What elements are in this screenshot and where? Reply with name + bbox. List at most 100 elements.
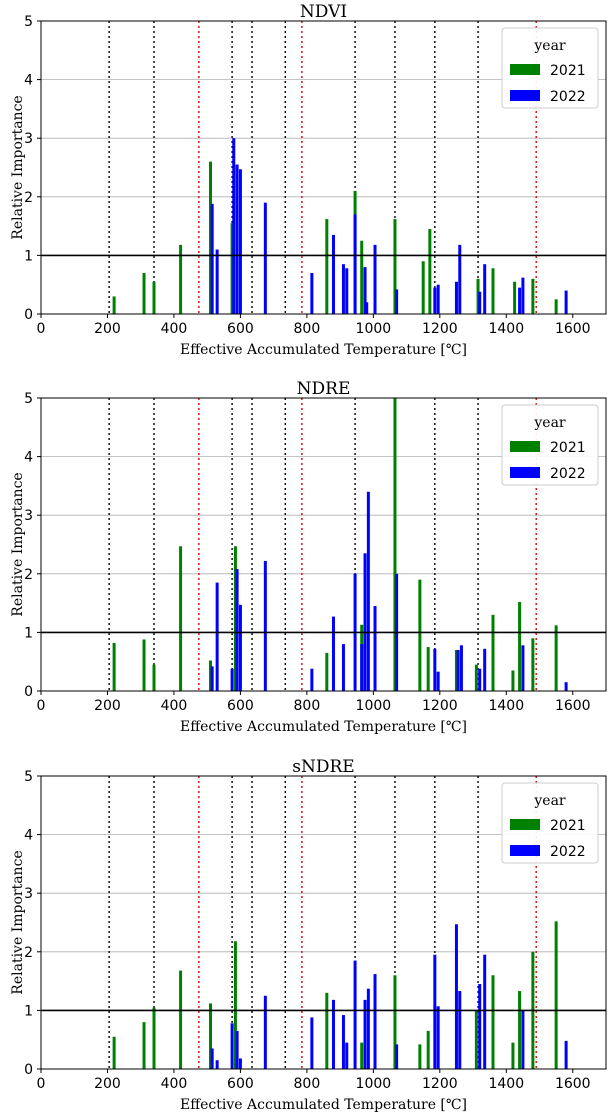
bar-2022	[395, 289, 399, 314]
bar-2021	[511, 1042, 515, 1069]
y-tick-label: 0	[24, 1062, 33, 1078]
x-tick-label: 800	[294, 698, 321, 714]
chart-title: NDRE	[297, 379, 351, 399]
bar-2021	[491, 614, 495, 691]
plot-frame	[40, 397, 607, 692]
bar-2021	[112, 1036, 116, 1069]
chart-panel-sndre: 0 200 400 600 800 1000 1200 1400 1600 0 1 2 3 4 5 sNDR…	[10, 757, 607, 1113]
bar-2022	[363, 553, 367, 691]
bar-2022	[436, 284, 440, 314]
legend-swatch-2022	[510, 845, 540, 856]
bar-2022	[215, 1060, 219, 1069]
bar-2022	[235, 1030, 239, 1069]
chart-panel-ndre: 0 200 400 600 800 1000 1200 1400 1600 0 1 2 3 4 5 NDRE…	[10, 379, 607, 735]
y-tick-label: 1	[24, 625, 33, 641]
bar-2021	[325, 992, 329, 1069]
x-tick-label: 600	[227, 321, 254, 337]
y-tick-label: 0	[24, 307, 33, 323]
chart-title: sNDRE	[292, 757, 354, 777]
bar-2022	[478, 984, 482, 1069]
y-tick-label: 3	[24, 886, 33, 902]
bar-2022	[238, 1058, 242, 1069]
bar-2021	[142, 1022, 146, 1069]
bar-2021	[421, 261, 425, 314]
y-tick-label: 3	[24, 508, 33, 524]
bar-2022	[433, 954, 437, 1069]
bar-2021	[418, 579, 422, 691]
bar-2022	[436, 1006, 440, 1069]
legend-box	[501, 404, 599, 486]
bar-2022	[230, 668, 234, 691]
bar-2022	[263, 995, 267, 1069]
legend-box	[501, 782, 599, 864]
legend-swatch-2022	[510, 467, 540, 478]
bar-2022	[564, 1040, 568, 1069]
bar-2021	[179, 244, 183, 314]
bar-2022	[363, 999, 367, 1069]
bar-2022	[373, 974, 377, 1069]
y-axis-label: Relative Importance	[10, 95, 26, 239]
legend-swatch-2021	[510, 819, 540, 830]
bar-2022	[483, 954, 487, 1069]
x-tick-label: 1400	[488, 321, 524, 337]
legend-label-2022: 2022	[550, 89, 586, 105]
bar-2021	[511, 670, 515, 691]
x-tick-label: 1200	[422, 1076, 458, 1092]
bar-2022	[373, 606, 377, 691]
x-tick-label: 1200	[422, 698, 458, 714]
bar-2021	[112, 296, 116, 314]
bar-2022	[454, 924, 458, 1069]
bar-2022	[341, 644, 345, 691]
bar-2021	[112, 642, 116, 691]
x-axis-label: Effective Accumulated Temperature [℃]	[180, 342, 467, 358]
bar-2022	[373, 244, 377, 314]
bar-2021	[325, 652, 329, 691]
x-tick-label: 400	[161, 1076, 188, 1092]
bar-2022	[235, 569, 239, 691]
bar-2021	[554, 299, 558, 314]
x-tick-label: 200	[94, 1076, 121, 1092]
bar-2022	[564, 290, 568, 314]
bar-2022	[215, 249, 219, 314]
bar-2022	[215, 582, 219, 691]
bar-2022	[345, 1042, 349, 1069]
x-tick-label: 200	[94, 698, 121, 714]
bar-2022	[263, 202, 267, 314]
bar-2022	[366, 491, 370, 691]
x-tick-label: 400	[161, 698, 188, 714]
x-tick-label: 1600	[555, 1076, 591, 1092]
bar-2022	[310, 668, 314, 691]
bar-2022	[433, 648, 437, 691]
bar-2021	[531, 278, 535, 314]
bar-2021	[513, 281, 517, 314]
y-tick-label: 4	[24, 73, 33, 89]
bar-2022	[331, 234, 335, 314]
bar-2022	[564, 682, 568, 691]
x-tick-label: 1400	[488, 698, 524, 714]
plot-background-layer: 0 200 400 600 800 1000 1200 1400 1600 0 1 2 3 4 5	[24, 769, 607, 1092]
bar-2021	[233, 546, 237, 691]
bar-2021	[454, 649, 458, 691]
y-tick-label: 1	[24, 248, 33, 264]
y-tick-label: 0	[24, 684, 33, 700]
bar-2021	[179, 546, 183, 691]
bar-2021	[209, 1003, 212, 1069]
bar-2021	[554, 625, 558, 691]
bar-2021	[554, 921, 558, 1069]
legend-title: year	[533, 38, 566, 54]
bar-2021	[209, 660, 212, 691]
bar-2021	[230, 223, 234, 314]
bar-2022	[263, 560, 267, 691]
x-axis-label: Effective Accumulated Temperature [℃]	[180, 1097, 467, 1113]
bar-2022	[310, 272, 314, 314]
bar-2021	[426, 647, 430, 691]
bar-2022	[521, 277, 525, 314]
bar-2022	[238, 604, 242, 691]
bar-2022	[360, 644, 364, 691]
bar-2021	[474, 1010, 478, 1069]
bar-2022	[433, 287, 437, 314]
legend-label-2022: 2022	[550, 844, 586, 860]
bar-2022	[331, 999, 335, 1069]
bar-2021	[393, 219, 397, 314]
bar-2021	[142, 639, 146, 691]
